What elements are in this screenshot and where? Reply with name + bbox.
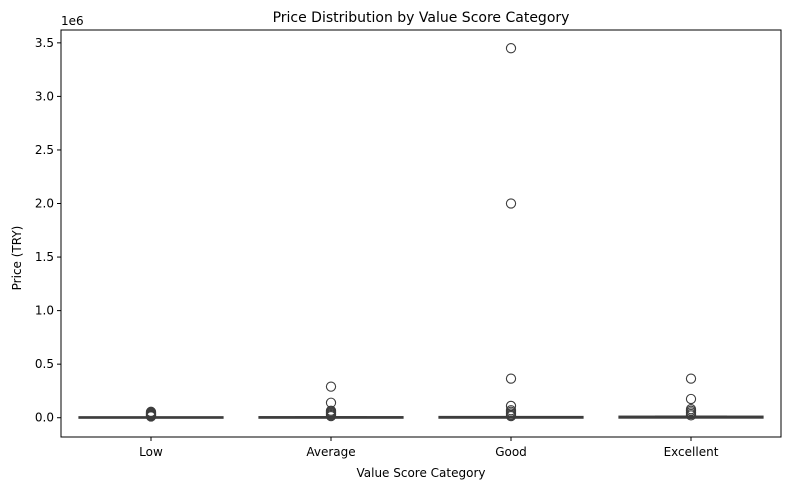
outlier-point xyxy=(505,405,517,416)
outlier-point xyxy=(325,381,337,392)
y-offset-label: 1e6 xyxy=(61,14,84,28)
outlier-point xyxy=(505,400,517,412)
outlier-point xyxy=(505,373,517,384)
y-tick-label: 3.5 xyxy=(35,36,54,50)
x-tick-label: Low xyxy=(139,445,163,459)
box-group-low xyxy=(78,406,224,422)
outlier-point xyxy=(325,397,337,408)
outlier-point xyxy=(685,404,697,415)
y-tick-label: 1.0 xyxy=(35,304,54,318)
y-tick-label: 2.5 xyxy=(35,143,54,157)
axes: 0.0 0.5 1.0 1.5 2.0 2.5 3.0 3.5 Low Average Good Ex… xyxy=(35,29,782,459)
x-axis-label: Value Score Category xyxy=(356,466,485,480)
y-tick-label: 1.5 xyxy=(35,250,54,264)
chart-title: Price Distribution by Value Score Catego… xyxy=(273,10,570,26)
outlier-point xyxy=(685,393,697,405)
outlier-point xyxy=(505,43,517,54)
y-tick-label: 0.0 xyxy=(35,411,54,425)
y-tick-label: 2.0 xyxy=(35,197,54,211)
axes-frame xyxy=(60,29,782,438)
x-tick-label: Average xyxy=(306,445,355,459)
box-group-good xyxy=(438,43,584,422)
outlier-point xyxy=(685,373,697,384)
x-tick-label: Excellent xyxy=(664,445,719,459)
outlier-point xyxy=(505,198,517,209)
outlier-point xyxy=(145,406,157,417)
y-tick-label: 3.0 xyxy=(35,89,54,103)
outlier-point xyxy=(325,405,337,416)
box-group-average xyxy=(258,381,404,422)
box-group-excellent xyxy=(618,373,764,421)
x-tick-label: Good xyxy=(495,445,527,459)
y-tick-label: 0.5 xyxy=(35,357,54,371)
plot-area xyxy=(78,43,764,422)
y-axis-label: Price (TRY) xyxy=(10,226,24,291)
